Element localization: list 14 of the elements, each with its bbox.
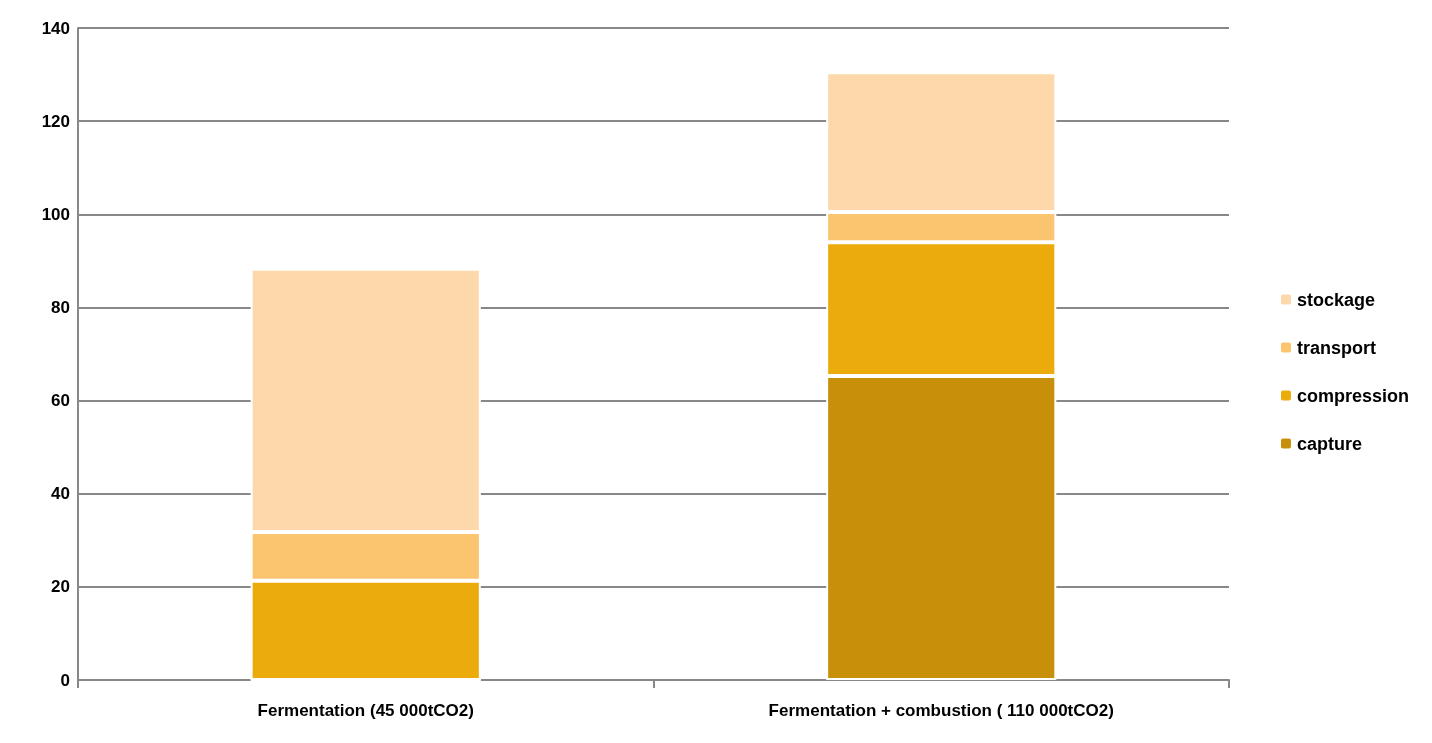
x-tick-label: Fermentation + combustion ( 110 000tCO2) xyxy=(768,701,1114,720)
y-tick-label: 120 xyxy=(41,111,70,131)
legend-label: stockage xyxy=(1296,289,1376,310)
y-tick-label: 40 xyxy=(51,484,70,504)
legend-label: capture xyxy=(1296,433,1362,454)
y-tick-label: 60 xyxy=(51,391,70,411)
legend-label: compression xyxy=(1296,385,1410,406)
x-tick-label: Fermentation (45 000tCO2) xyxy=(257,701,474,720)
y-tick-label: 80 xyxy=(51,297,70,317)
y-tick-label: 20 xyxy=(51,577,70,597)
y-tick-label: 0 xyxy=(60,670,70,690)
y-tick-label: 140 xyxy=(41,18,70,38)
y-tick-label: 100 xyxy=(41,204,70,224)
legend-label: transport xyxy=(1296,337,1376,358)
